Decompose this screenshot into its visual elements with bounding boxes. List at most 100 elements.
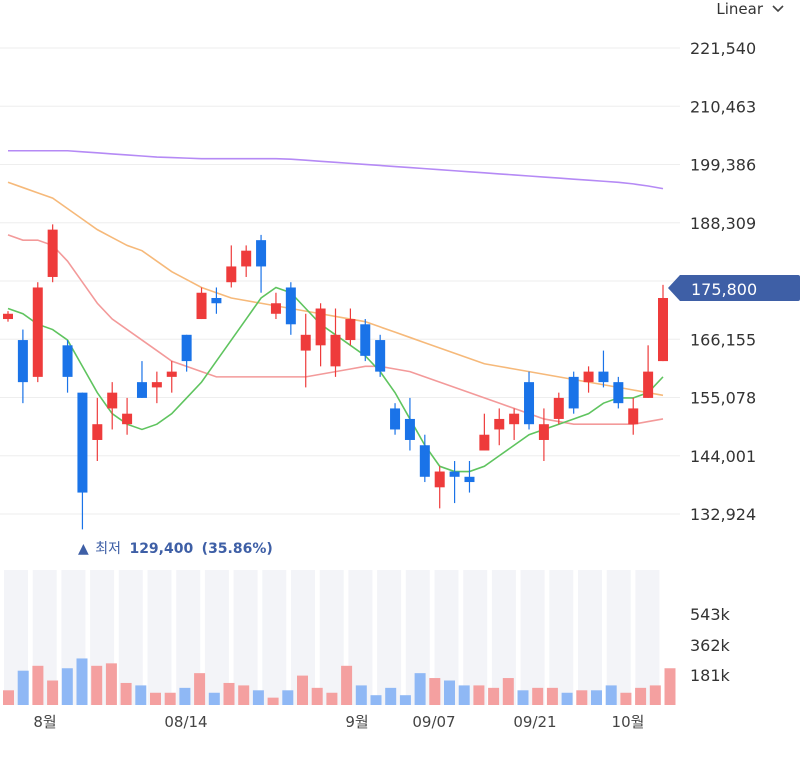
volume-bar xyxy=(3,690,14,705)
volume-bar xyxy=(61,668,73,705)
volume-bar xyxy=(620,692,632,705)
scale-selector[interactable]: Linear xyxy=(716,0,785,18)
volume-panel-background xyxy=(4,570,660,705)
volume-bg-column xyxy=(147,570,172,705)
svg-text:▲ 최저 129,400: ▲ 최저 129,400 (35.86%) xyxy=(78,541,273,557)
price-tick-label: 210,463 xyxy=(690,97,756,116)
candle-body xyxy=(613,382,624,404)
candle-body xyxy=(628,408,639,425)
volume-bar xyxy=(135,685,147,705)
volume-bar xyxy=(208,692,220,705)
candle-body xyxy=(360,324,371,356)
candle-body xyxy=(494,418,505,430)
chevron-down-icon xyxy=(771,4,785,14)
volume-bar xyxy=(47,680,59,705)
volume-tick-label: 362k xyxy=(690,636,731,655)
volume-bar xyxy=(649,685,661,705)
candle-body xyxy=(330,334,341,367)
volume-bg-column xyxy=(377,570,402,705)
candle-body xyxy=(32,287,43,377)
volume-bar xyxy=(502,678,514,705)
candle-body xyxy=(658,297,668,362)
date-tick-label: 8월 xyxy=(33,713,56,731)
volume-bg-column xyxy=(463,570,488,705)
volume-bar xyxy=(488,687,500,705)
volume-bar xyxy=(635,687,647,705)
volume-bar xyxy=(150,692,161,705)
candle-body xyxy=(285,287,296,325)
current-price-label: 175,800 xyxy=(691,280,757,299)
volume-bar xyxy=(32,665,44,705)
candle-body xyxy=(300,334,311,351)
current-price-badge: 175,800 xyxy=(668,275,800,301)
candle-body xyxy=(419,445,430,477)
volume-bar xyxy=(91,665,103,705)
volume-bar xyxy=(297,675,308,705)
candlesticks xyxy=(3,224,668,530)
candle-body xyxy=(3,313,13,320)
candle-body xyxy=(553,397,564,419)
candle-body xyxy=(568,376,579,409)
date-tick-label: 09/21 xyxy=(513,713,556,731)
volume-bar xyxy=(517,690,529,705)
candle-body xyxy=(211,297,222,304)
volume-bg-column xyxy=(319,570,344,705)
candle-body xyxy=(122,413,133,425)
candle-body xyxy=(270,303,281,314)
price-tick-label: 155,078 xyxy=(690,389,756,408)
candle-body xyxy=(315,308,326,346)
price-tick-label: 199,386 xyxy=(690,156,756,175)
candle-body xyxy=(509,413,520,425)
volume-bar xyxy=(17,670,29,705)
volume-bar xyxy=(444,680,455,705)
candle-body xyxy=(166,371,177,377)
candle-body xyxy=(643,371,654,398)
min-label: 최저 xyxy=(95,541,121,557)
candle-body xyxy=(196,292,207,320)
price-grid xyxy=(0,47,680,515)
candle-body xyxy=(479,434,490,451)
price-tick-label: 166,155 xyxy=(690,330,756,349)
candle-body xyxy=(47,229,58,277)
volume-bar xyxy=(546,687,558,705)
volume-bar xyxy=(414,673,426,705)
candle-body xyxy=(449,471,460,477)
candle-body xyxy=(598,371,609,383)
volume-bar xyxy=(576,690,588,705)
volume-bar xyxy=(561,692,573,705)
candle-body xyxy=(375,340,386,372)
volume-bar xyxy=(164,692,176,705)
volume-bar xyxy=(664,668,676,705)
candle-body xyxy=(256,240,267,267)
volume-bar xyxy=(238,685,250,705)
volume-bar xyxy=(341,665,353,705)
volume-axis: 543k 362k 181k xyxy=(690,605,731,685)
min-pct: (35.86%) xyxy=(202,541,273,557)
volume-bg-column xyxy=(520,570,545,705)
candle-body xyxy=(151,382,162,388)
volume-bar xyxy=(76,658,88,705)
min-price-annotation: ▲ 최저 129,400 (35.86%) xyxy=(78,541,273,557)
volume-bar xyxy=(267,697,279,705)
volume-bar xyxy=(355,685,367,705)
candle-body xyxy=(583,371,594,383)
candle-body xyxy=(390,408,401,430)
volume-bar xyxy=(105,663,117,705)
volume-bg-column xyxy=(635,570,660,705)
volume-bg-column xyxy=(606,570,631,705)
volume-bar xyxy=(282,690,294,705)
volume-bars xyxy=(3,658,676,705)
volume-bar xyxy=(399,695,411,705)
volume-bar xyxy=(473,685,485,705)
volume-bar xyxy=(252,690,264,705)
candle-body xyxy=(226,266,237,283)
volume-bar xyxy=(120,682,132,705)
volume-bar xyxy=(458,685,470,705)
volume-bar xyxy=(311,687,323,705)
date-tick-label: 9월 xyxy=(345,713,368,731)
date-tick-label: 10월 xyxy=(612,713,645,731)
volume-tick-label: 543k xyxy=(690,605,731,624)
volume-tick-label: 181k xyxy=(690,666,731,685)
candle-body xyxy=(434,471,445,488)
